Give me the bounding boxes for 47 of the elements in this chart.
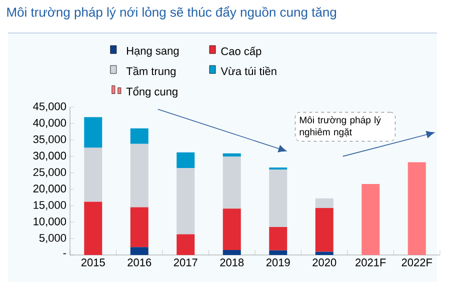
bar [362,184,380,255]
x-tick-label: 2017 [174,258,198,266]
x-tick-label: 2019 [266,258,290,266]
bar [222,156,241,209]
y-tick-label: 20,000 [33,184,66,194]
y-tick-label: 40,000 [33,118,66,128]
x-tick-label: 2015 [81,258,105,266]
x-tick-label: 2018 [220,258,244,266]
legend-label: Vừa túi tiền [220,66,276,76]
bar [130,144,148,208]
x-tick-label: 2016 [128,258,152,266]
bar [315,252,334,255]
bar [176,168,195,234]
bar [315,198,334,208]
bar [130,247,148,255]
y-tick-label: 25,000 [33,168,66,178]
y-tick-label: - [63,253,66,254]
bar [315,208,334,252]
y-tick-label: 10,000 [34,218,66,227]
x-tick-label: 2021F [356,258,386,266]
bar [176,152,195,168]
y-tick-label: 35,000 [33,135,66,144]
legend-label: Hạng sang [127,47,179,57]
y-tick-label: 45,000 [33,102,66,112]
bar [269,227,288,250]
bar [269,250,288,255]
bar [222,208,241,250]
legend-label: Tổng cung [126,86,178,98]
y-tick-label: 30,000 [33,152,66,161]
chart-title: Môi trường pháp lý nới lỏng sẽ thúc đẩy nguồn cung tăng [7,6,336,20]
bar [222,153,241,157]
bar [84,202,102,255]
bar [130,128,148,144]
bar [84,148,102,202]
y-tick-label: 15,000 [34,201,66,210]
bar [269,169,288,228]
bar [222,250,241,255]
legend-label: Cao cấp [221,46,262,58]
legend-label: Tầm trung [126,66,176,78]
bar [408,162,426,255]
annotation: Môi trường pháp lý nghiêm ngặt [300,116,381,138]
y-tick-label: 5,000 [39,234,66,244]
bar [176,234,195,255]
x-tick-label: 2020 [312,258,336,266]
bar [84,117,102,148]
x-tick-label: 2022F [402,258,432,266]
bar [130,207,148,248]
